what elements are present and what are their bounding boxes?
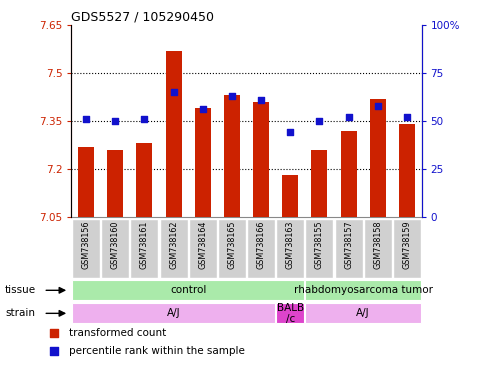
Text: strain: strain (5, 308, 35, 318)
Bar (399, 124, 415, 217)
Bar (276, 219, 304, 278)
Text: GSM738157: GSM738157 (344, 221, 353, 269)
Point (170, 89, 177, 95)
Bar (364, 219, 392, 278)
Text: GSM738161: GSM738161 (140, 221, 149, 269)
Bar (253, 102, 269, 217)
Text: percentile rank within the sample: percentile rank within the sample (70, 346, 245, 356)
Point (298, 103, 306, 109)
Bar (72, 219, 100, 278)
Text: GSM738165: GSM738165 (227, 221, 237, 269)
Text: tissue: tissue (5, 285, 36, 295)
Text: control: control (170, 285, 207, 295)
Text: GSM738159: GSM738159 (402, 221, 412, 269)
Point (345, 114, 352, 120)
Bar (306, 219, 333, 278)
Bar (160, 219, 187, 278)
Bar (78, 147, 94, 217)
Bar (72, 303, 275, 323)
Bar (370, 99, 386, 217)
Text: BALB
/c: BALB /c (277, 303, 304, 324)
Text: GSM738158: GSM738158 (373, 221, 382, 269)
Bar (282, 175, 298, 217)
Bar (312, 150, 327, 217)
Point (316, 118, 323, 124)
Bar (195, 108, 211, 217)
Bar (306, 280, 421, 300)
Bar (107, 150, 123, 217)
Bar (218, 219, 246, 278)
Point (298, 270, 306, 276)
Text: A/J: A/J (167, 308, 180, 318)
Point (199, 106, 207, 113)
Bar (276, 303, 304, 323)
Bar (72, 280, 304, 300)
Bar (137, 143, 152, 217)
Text: transformed count: transformed count (70, 328, 167, 338)
Bar (189, 219, 217, 278)
Bar (131, 219, 158, 278)
Point (228, 93, 236, 99)
Text: rhabdomyosarcoma tumor: rhabdomyosarcoma tumor (294, 285, 433, 295)
Text: GSM738162: GSM738162 (169, 221, 178, 269)
Text: A/J: A/J (356, 308, 370, 318)
Text: GSM738156: GSM738156 (81, 221, 91, 269)
Point (257, 97, 265, 103)
Bar (335, 219, 362, 278)
Point (82, 116, 90, 122)
Bar (341, 131, 356, 217)
Bar (101, 219, 129, 278)
Point (286, 129, 294, 136)
Bar (224, 95, 240, 217)
Text: GSM738163: GSM738163 (286, 221, 295, 269)
Text: GSM738164: GSM738164 (198, 221, 207, 269)
Bar (306, 303, 421, 323)
Bar (247, 219, 275, 278)
Point (403, 114, 411, 120)
Text: GSM738166: GSM738166 (256, 221, 266, 269)
Point (141, 116, 148, 122)
Point (374, 103, 382, 109)
Text: GSM738155: GSM738155 (315, 221, 324, 269)
Bar (393, 219, 421, 278)
Text: GDS5527 / 105290450: GDS5527 / 105290450 (71, 11, 214, 24)
Point (111, 118, 119, 124)
Bar (166, 51, 181, 217)
Text: GSM738160: GSM738160 (111, 221, 120, 269)
